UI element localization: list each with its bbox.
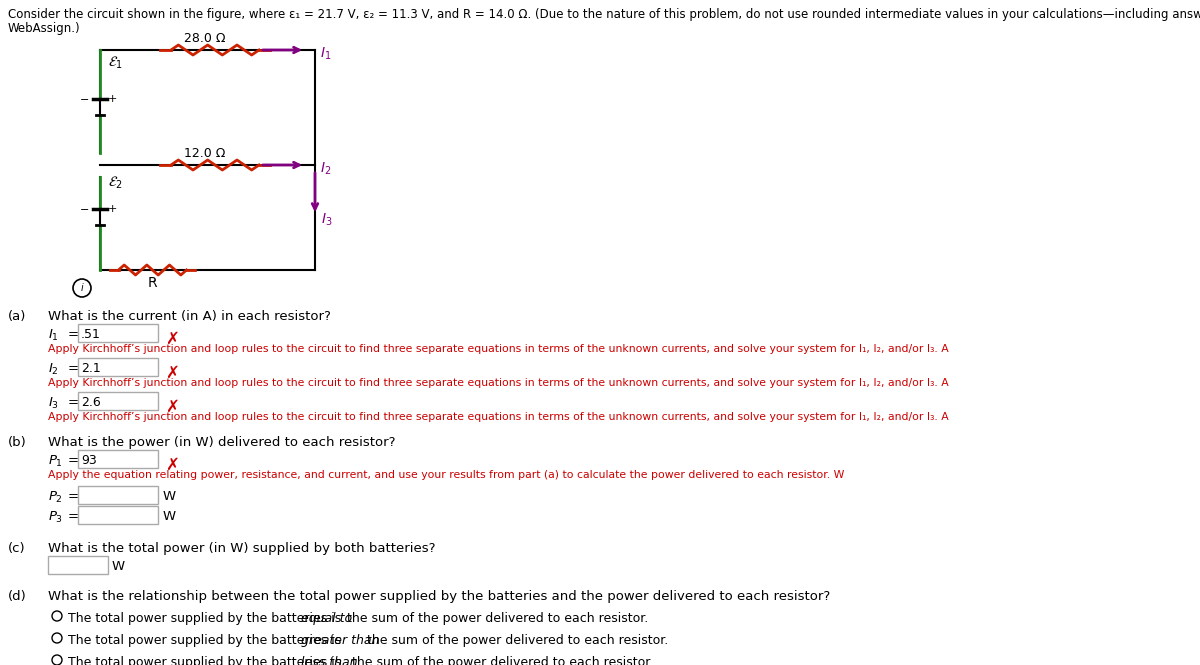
- Bar: [78, 450, 158, 468]
- Text: $I_1$: $I_1$: [48, 328, 59, 343]
- Bar: [78, 324, 158, 342]
- Text: What is the total power (in W) supplied by both batteries?: What is the total power (in W) supplied …: [48, 542, 436, 555]
- Bar: [78, 358, 158, 376]
- Text: $P_1$: $P_1$: [48, 454, 62, 469]
- Text: W: W: [163, 510, 176, 523]
- Text: What is the power (in W) delivered to each resistor?: What is the power (in W) delivered to ea…: [48, 436, 396, 449]
- Text: $I_2$: $I_2$: [48, 362, 59, 377]
- Text: i: i: [80, 283, 83, 293]
- Text: =: =: [68, 328, 79, 341]
- Text: $I_3$: $I_3$: [48, 396, 59, 411]
- Text: =: =: [68, 490, 79, 503]
- Text: the sum of the power delivered to each resistor.: the sum of the power delivered to each r…: [342, 612, 648, 625]
- Text: (d): (d): [8, 590, 26, 603]
- Text: WebAssign.): WebAssign.): [8, 22, 80, 35]
- Text: ✗: ✗: [166, 364, 179, 382]
- Text: $+$: $+$: [107, 93, 118, 104]
- Text: $P_3$: $P_3$: [48, 510, 64, 525]
- Text: .51: .51: [82, 328, 101, 341]
- Text: $I_3$: $I_3$: [322, 211, 332, 228]
- Text: ✗: ✗: [166, 330, 179, 348]
- Text: 2.1: 2.1: [82, 362, 101, 375]
- Text: The total power supplied by the batteries is: The total power supplied by the batterie…: [68, 634, 346, 647]
- Text: equal to: equal to: [301, 612, 353, 625]
- Text: Apply the equation relating power, resistance, and current, and use your results: Apply the equation relating power, resis…: [48, 470, 845, 480]
- Text: Apply Kirchhoff’s junction and loop rules to the circuit to find three separate : Apply Kirchhoff’s junction and loop rule…: [48, 412, 949, 422]
- Text: 28.0 Ω: 28.0 Ω: [185, 32, 226, 45]
- Bar: [78, 486, 158, 504]
- Bar: [48, 556, 108, 574]
- Text: $+$: $+$: [107, 203, 118, 214]
- Text: (b): (b): [8, 436, 26, 449]
- Text: Apply Kirchhoff’s junction and loop rules to the circuit to find three separate : Apply Kirchhoff’s junction and loop rule…: [48, 378, 949, 388]
- Text: The total power supplied by the batteries is: The total power supplied by the batterie…: [68, 612, 346, 625]
- Text: $-$: $-$: [79, 203, 89, 213]
- Text: Apply Kirchhoff’s junction and loop rules to the circuit to find three separate : Apply Kirchhoff’s junction and loop rule…: [48, 344, 949, 354]
- Text: $I_1$: $I_1$: [320, 46, 331, 63]
- Bar: [78, 392, 158, 410]
- Text: ✗: ✗: [166, 456, 179, 474]
- Text: What is the current (in A) in each resistor?: What is the current (in A) in each resis…: [48, 310, 331, 323]
- Text: 93: 93: [82, 454, 97, 467]
- Text: $\mathcal{E}_2$: $\mathcal{E}_2$: [108, 175, 124, 192]
- Text: R: R: [148, 276, 157, 290]
- Text: the sum of the power delivered to each resistor.: the sum of the power delivered to each r…: [364, 634, 668, 647]
- Text: $-$: $-$: [79, 93, 89, 103]
- Text: 12.0 Ω: 12.0 Ω: [185, 147, 226, 160]
- Text: 2.6: 2.6: [82, 396, 101, 409]
- Text: (a): (a): [8, 310, 26, 323]
- Text: The total power supplied by the batteries is: The total power supplied by the batterie…: [68, 656, 346, 665]
- Text: W: W: [112, 560, 125, 573]
- Text: =: =: [68, 396, 79, 409]
- Text: =: =: [68, 510, 79, 523]
- Bar: [78, 506, 158, 524]
- Text: less than: less than: [301, 656, 358, 665]
- Text: ✗: ✗: [166, 398, 179, 416]
- Text: the sum of the power delivered to each resistor.: the sum of the power delivered to each r…: [348, 656, 653, 665]
- Text: greater than: greater than: [301, 634, 379, 647]
- Text: $I_2$: $I_2$: [320, 161, 331, 177]
- Text: $\mathcal{E}_1$: $\mathcal{E}_1$: [108, 55, 124, 71]
- Text: Consider the circuit shown in the figure, where ε₁ = 21.7 V, ε₂ = 11.3 V, and R : Consider the circuit shown in the figure…: [8, 8, 1200, 21]
- Text: W: W: [163, 490, 176, 503]
- Text: $P_2$: $P_2$: [48, 490, 62, 505]
- Text: =: =: [68, 454, 79, 467]
- Text: =: =: [68, 362, 79, 375]
- Text: (c): (c): [8, 542, 25, 555]
- Text: What is the relationship between the total power supplied by the batteries and t: What is the relationship between the tot…: [48, 590, 830, 603]
